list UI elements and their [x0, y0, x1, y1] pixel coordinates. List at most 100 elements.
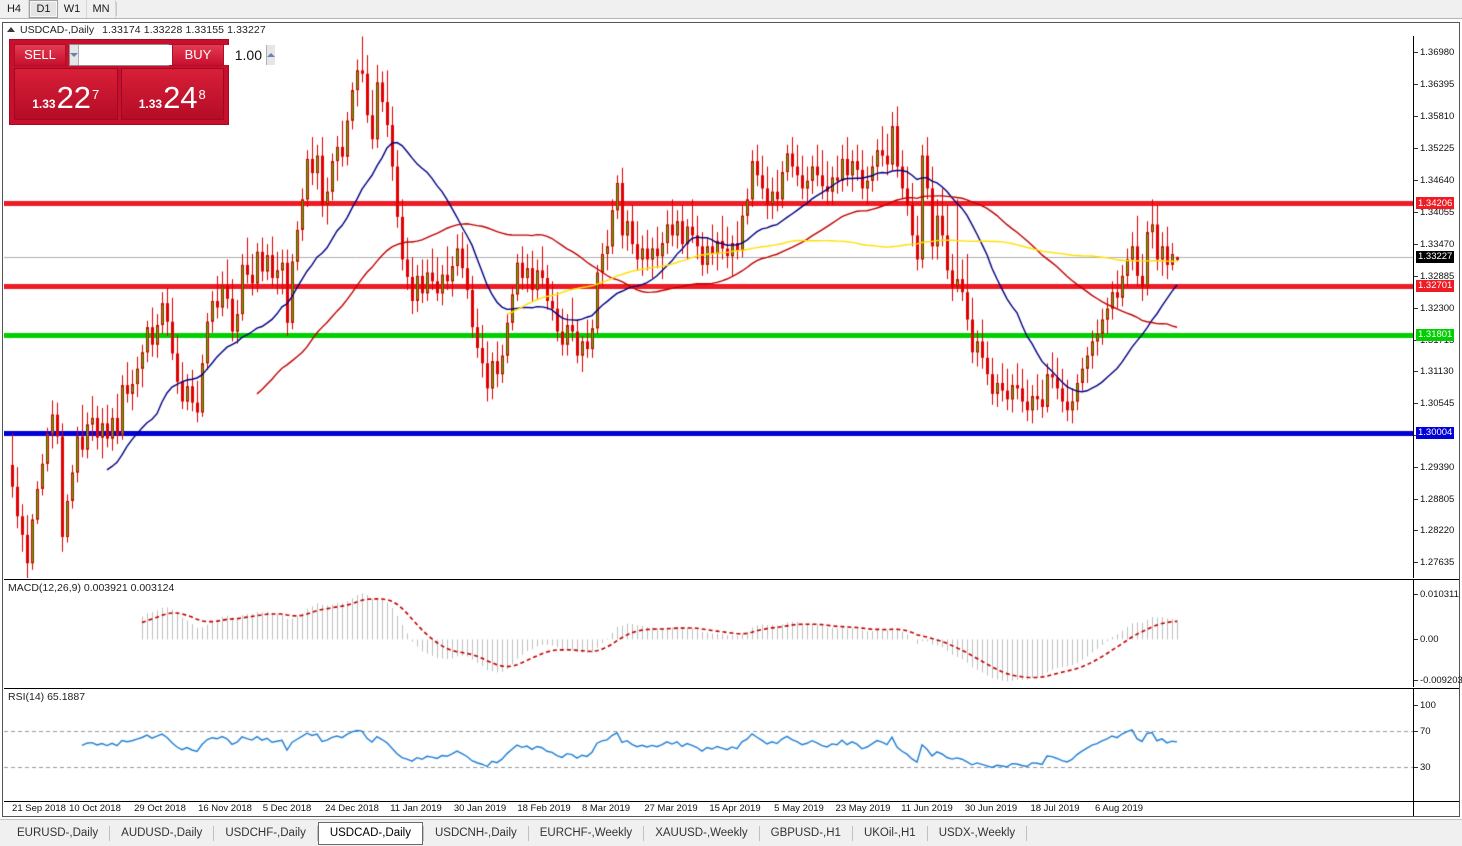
symbol-tab-usdx-weekly[interactable]: USDX-,Weekly — [938, 827, 1016, 839]
price-badge-support: 1.30004 — [1416, 426, 1455, 439]
time-tick: 6 Aug 2019 — [1094, 803, 1144, 814]
rsi-tick: 100 — [1414, 700, 1460, 711]
symbol-tab-ukoil-h1[interactable]: UKOil-,H1 — [863, 827, 916, 839]
chart-ohlc-values: 1.33174 1.33228 1.33155 1.33227 — [102, 23, 266, 36]
price-tick: 1.35225 — [1414, 143, 1460, 154]
price-tick: 1.28220 — [1414, 525, 1460, 536]
price-tick: 1.32300 — [1414, 303, 1460, 314]
one-click-trading-panel[interactable]: SELL BUY 1.33 22 7 — [9, 39, 275, 125]
price-tick: 1.34055 — [1414, 207, 1460, 218]
rsi-label: RSI(14) 65.1887 — [8, 691, 86, 703]
toolbar-empty-area — [117, 0, 1462, 18]
time-tick: 16 Nov 2018 — [198, 803, 252, 814]
caret-down-icon — [70, 52, 78, 57]
symbol-tab-divider — [527, 825, 529, 841]
rsi-tick: 70 — [1414, 726, 1460, 737]
time-scale-corner — [1413, 801, 1459, 816]
symbol-tab-eurchf-weekly[interactable]: EURCHF-,Weekly — [539, 827, 633, 839]
time-tick: 11 Jun 2019 — [901, 803, 953, 814]
price-tick: 1.36395 — [1414, 79, 1460, 90]
sell-price-box[interactable]: 1.33 22 7 — [14, 68, 118, 120]
symbol-tab-audusd-daily[interactable]: AUDUSD-,Daily — [121, 827, 203, 839]
time-tick: 18 Jul 2019 — [1030, 803, 1080, 814]
time-tick: 5 Dec 2018 — [262, 803, 312, 814]
time-tick: 29 Oct 2018 — [134, 803, 186, 814]
macd-tick: 0.00 — [1414, 634, 1460, 645]
toolbar-separator — [116, 2, 117, 16]
price-tick: 1.34640 — [1414, 175, 1460, 186]
time-tick: 18 Feb 2019 — [517, 803, 571, 814]
buy-price-box[interactable]: 1.33 24 8 — [120, 68, 224, 120]
symbol-tab-divider — [1026, 825, 1028, 841]
price-badge-support: 1.31801 — [1416, 328, 1455, 341]
trade-panel-prices: 1.33 22 7 1.33 24 8 — [10, 66, 228, 124]
price-tick: 1.31130 — [1414, 366, 1460, 377]
macd-label: MACD(12,26,9) 0.003921 0.003124 — [8, 582, 175, 594]
price-scale[interactable]: 1.36980 1.36395 1.35810 1.35225 1.34640 1.340… — [1413, 36, 1459, 578]
buy-price-prefix: 1.33 — [138, 97, 163, 111]
symbol-tab-eurusd-daily[interactable]: EURUSD-,Daily — [17, 827, 99, 839]
rsi-pane[interactable]: RSI(14) 65.1887 — [4, 688, 1414, 801]
timeframe-mn[interactable]: MN — [87, 0, 116, 18]
buy-button[interactable]: BUY — [172, 43, 224, 66]
time-tick: 15 Apr 2019 — [709, 803, 761, 814]
volume-down-button[interactable] — [70, 44, 79, 65]
macd-scale: 0.010311 0.00 -0.009203 — [1413, 579, 1462, 687]
timeframe-d1[interactable]: D1 — [29, 0, 58, 18]
sell-price-prefix: 1.33 — [32, 97, 56, 111]
price-tick: 1.33470 — [1414, 239, 1460, 250]
macd-canvas — [4, 580, 1414, 687]
symbol-tab-usdcnh-daily[interactable]: USDCNH-,Daily — [434, 827, 517, 839]
symbol-tab-gbpusd-h1[interactable]: GBPUSD-,H1 — [770, 827, 841, 839]
rsi-scale: 100 70 30 — [1413, 688, 1459, 801]
buy-price-fraction: 8 — [198, 87, 206, 102]
symbol-tab-divider — [109, 825, 111, 841]
time-tick: 11 Jan 2019 — [390, 803, 442, 814]
price-tick: 1.27635 — [1414, 557, 1460, 568]
price-tick: 1.35810 — [1414, 111, 1460, 122]
time-tick: 30 Jun 2019 — [964, 803, 1018, 814]
price-badge-current-price: 1.33227 — [1416, 250, 1455, 263]
timeframe-h4[interactable]: H4 — [0, 0, 29, 18]
timeframe-toolbar: H4 D1 W1 MN — [0, 0, 1462, 19]
time-tick: 8 Mar 2019 — [581, 803, 631, 814]
symbol-tab-divider — [213, 825, 215, 841]
price-pane[interactable] — [4, 36, 1414, 578]
chart-window: USDCAD-,Daily 1.33174 1.33228 1.33155 1.… — [2, 22, 1462, 817]
macd-tick: 0.010311 — [1414, 589, 1460, 600]
sell-price-main: 22 — [56, 80, 92, 115]
price-tick: 1.32885 — [1414, 271, 1460, 282]
time-tick: 24 Dec 2018 — [325, 803, 379, 814]
symbol-tab-bar[interactable]: EURUSD-,Daily AUDUSD-,Daily USDCHF-,Daily U… — [0, 819, 1462, 846]
symbol-tab-divider — [926, 825, 928, 841]
triangle-up-icon[interactable] — [7, 27, 15, 32]
caret-up-icon — [267, 52, 275, 57]
symbol-tab-usdcad-daily[interactable]: USDCAD-,Daily — [317, 821, 423, 845]
time-tick: 27 Mar 2019 — [644, 803, 698, 814]
timeframe-w1[interactable]: W1 — [58, 0, 87, 18]
time-scale[interactable]: 21 Sep 2018 10 Oct 2018 29 Oct 2018 16 Nov … — [4, 801, 1414, 816]
price-tick: 1.30545 — [1414, 398, 1460, 409]
time-tick: 30 Jan 2019 — [453, 803, 507, 814]
time-tick: 23 May 2019 — [835, 803, 891, 814]
chart-symbol-title: USDCAD-,Daily — [20, 23, 95, 36]
symbol-tab-divider — [643, 825, 645, 841]
sell-button[interactable]: SELL — [14, 43, 66, 66]
macd-pane[interactable]: MACD(12,26,9) 0.003921 0.003124 — [4, 579, 1414, 687]
candlestick-canvas[interactable] — [4, 36, 1414, 578]
trade-panel-top-row: SELL BUY — [10, 40, 275, 66]
rsi-tick: 30 — [1414, 762, 1460, 773]
macd-tick: -0.009203 — [1414, 675, 1462, 686]
price-badge-resistance: 1.32701 — [1416, 279, 1455, 292]
volume-up-button[interactable] — [266, 44, 275, 65]
symbol-tab-divider — [316, 825, 318, 841]
price-tick: 1.29390 — [1414, 462, 1460, 473]
time-tick: 21 Sep 2018 — [12, 803, 66, 814]
symbol-tab-divider — [758, 825, 760, 841]
chart-header: USDCAD-,Daily 1.33174 1.33228 1.33155 1.… — [3, 23, 1459, 36]
symbol-tab-xauusd-weekly[interactable]: XAUUSD-,Weekly — [655, 827, 748, 839]
buy-price-main: 24 — [163, 80, 198, 115]
price-tick: 1.36980 — [1414, 47, 1460, 58]
symbol-tab-usdchf-daily[interactable]: USDCHF-,Daily — [225, 827, 306, 839]
volume-stepper[interactable] — [69, 43, 275, 66]
